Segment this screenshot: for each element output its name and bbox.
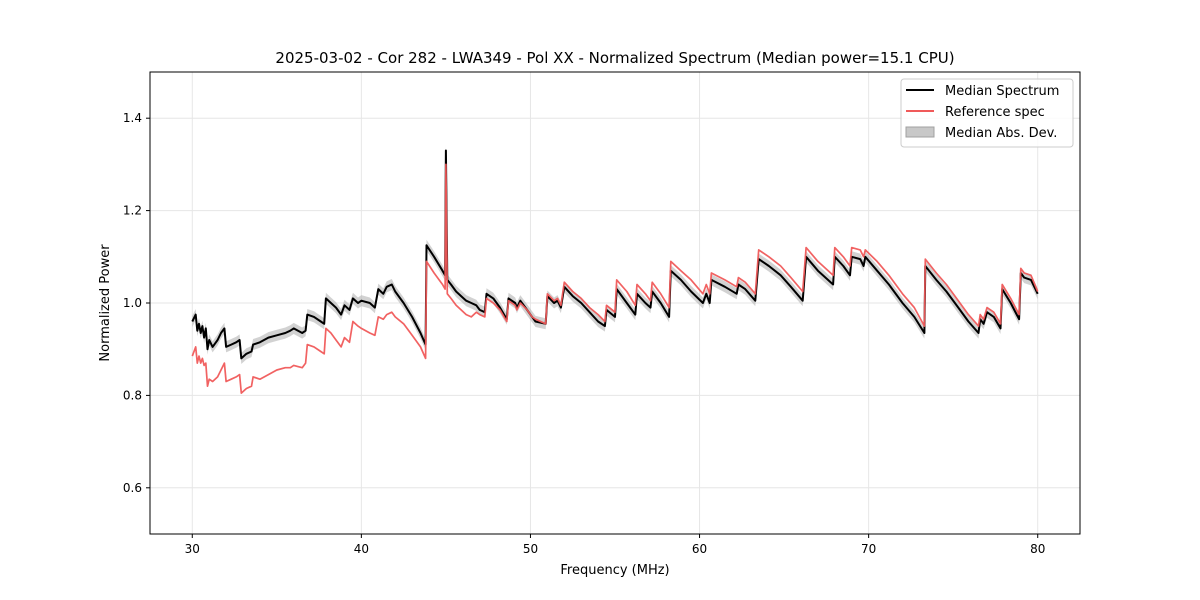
mad-band-layer xyxy=(192,145,1038,364)
legend-box xyxy=(900,78,1074,148)
x-tick-label: 50 xyxy=(523,542,538,556)
x-axis-label: Frequency (MHz) xyxy=(560,563,669,578)
x-tick-label: 40 xyxy=(354,542,369,556)
y-tick-label: 1.4 xyxy=(123,111,142,125)
y-axis-label: Normalized Power xyxy=(98,244,113,362)
y-tick-label: 0.6 xyxy=(123,481,142,495)
y-tick-label: 1.2 xyxy=(123,204,142,218)
x-axis: 30 40 50 60 70 80 xyxy=(185,534,1045,556)
chart-title: 2025-03-02 - Cor 282 - LWA349 - Pol XX -… xyxy=(275,49,954,67)
legend-median-label: Median Spectrum xyxy=(945,84,1059,99)
y-axis: 0.6 0.8 1.0 1.2 1.4 xyxy=(123,111,150,495)
y-tick-label: 1.0 xyxy=(123,296,142,310)
legend-mad-swatch xyxy=(905,126,935,138)
x-tick-label: 60 xyxy=(692,542,707,556)
y-tick-label: 0.8 xyxy=(123,388,142,402)
x-tick-label: 30 xyxy=(185,542,200,556)
median-spectrum-line xyxy=(191,149,1039,360)
mad-band xyxy=(192,145,1038,364)
x-tick-label: 70 xyxy=(861,542,876,556)
legend-mad-label: Median Abs. Dev. xyxy=(945,126,1057,141)
legend-reference-label: Reference spec xyxy=(945,105,1045,120)
legend: Median Spectrum Reference spec Median Ab… xyxy=(900,78,1074,148)
series-layer xyxy=(191,149,1039,394)
x-tick-label: 80 xyxy=(1030,542,1045,556)
reference-spec-line xyxy=(191,163,1039,394)
